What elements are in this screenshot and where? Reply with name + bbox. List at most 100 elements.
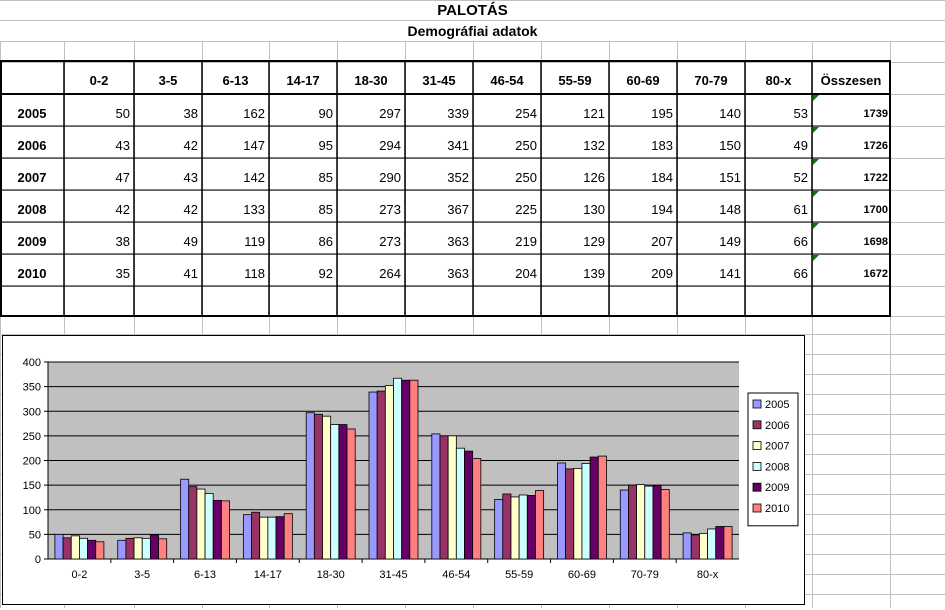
x-tick-label: 46-54 — [442, 569, 470, 581]
row-total: 1672 — [863, 268, 888, 280]
sheet-title: PALOTÁS — [437, 2, 508, 19]
column-header: 18-30 — [354, 73, 388, 88]
bar — [133, 537, 143, 560]
legend-swatch — [752, 399, 762, 409]
column-header: 80-x — [765, 73, 792, 88]
bar — [305, 412, 315, 560]
bar — [95, 541, 105, 560]
bar — [267, 516, 277, 560]
table-cell: 126 — [583, 170, 605, 185]
y-tick-label: 300 — [23, 406, 41, 418]
bar — [384, 385, 394, 560]
legend-label: 2005 — [765, 399, 789, 411]
y-tick-label: 250 — [23, 431, 41, 443]
table-cell: 49 — [183, 234, 198, 249]
table-cell: 162 — [243, 106, 265, 121]
y-tick-label: 350 — [23, 382, 41, 394]
bar — [283, 513, 293, 560]
row-year-label: 2010 — [17, 266, 47, 281]
bar — [715, 526, 725, 560]
bar — [149, 534, 159, 560]
table-cell: 363 — [447, 266, 469, 281]
column-header: 0-2 — [89, 73, 109, 88]
row-total: 1739 — [863, 108, 888, 120]
bar — [682, 532, 692, 560]
legend-swatch — [752, 503, 762, 513]
table-cell: 61 — [793, 202, 808, 217]
x-tick-label: 6-13 — [194, 569, 216, 581]
bar — [472, 458, 482, 560]
row-year-label: 2005 — [17, 106, 47, 121]
column-header: 60-69 — [626, 73, 660, 88]
bar — [502, 493, 512, 560]
x-tick-label: 14-17 — [254, 569, 282, 581]
bar — [494, 499, 504, 560]
table-cell: 149 — [719, 234, 741, 249]
bar — [117, 539, 127, 560]
bar — [439, 435, 449, 560]
table-cell: 352 — [447, 170, 469, 185]
bar — [723, 526, 733, 560]
x-tick-label: 55-59 — [505, 569, 533, 581]
table-cell: 141 — [719, 266, 741, 281]
table-cell: 132 — [583, 138, 605, 153]
table-cell: 92 — [318, 266, 333, 281]
bar — [589, 456, 599, 560]
column-header: 70-79 — [694, 73, 728, 88]
embedded-chart[interactable]: 0 50 100 150 200 250 300 350 400 0-2 3-5 6-13 14-17 1… — [2, 335, 805, 605]
y-tick-label: 150 — [23, 480, 41, 492]
x-tick-label: 0-2 — [71, 569, 87, 581]
row-total: 1722 — [863, 172, 888, 184]
x-tick-label: 31-45 — [379, 569, 407, 581]
table-cell: 151 — [719, 170, 741, 185]
table-cell: 184 — [651, 170, 673, 185]
bar-chart: 0 50 100 150 200 250 300 350 400 0-2 3-5 6-13 14-17 1… — [2, 335, 805, 605]
table-cell: 150 — [719, 138, 741, 153]
table-cell: 297 — [379, 106, 401, 121]
bar — [455, 447, 465, 560]
bar — [652, 485, 662, 560]
table-cell: 367 — [447, 202, 469, 217]
table-cell: 204 — [515, 266, 537, 281]
column-header: 6-13 — [222, 73, 249, 88]
bar — [690, 534, 700, 560]
bar — [322, 415, 332, 560]
row-total: 1698 — [863, 236, 888, 248]
table-cell: 66 — [793, 234, 808, 249]
table-cell: 290 — [379, 170, 401, 185]
bar — [573, 467, 583, 560]
x-tick-label: 60-69 — [568, 569, 596, 581]
bar — [338, 424, 348, 560]
row-year-label: 2006 — [17, 138, 47, 153]
y-tick-label: 0 — [35, 554, 41, 566]
bar — [526, 495, 536, 560]
table-cell: 85 — [318, 170, 333, 185]
column-header: 14-17 — [286, 73, 320, 88]
x-tick-label: 3-5 — [134, 569, 150, 581]
bar — [251, 511, 261, 560]
bar — [242, 514, 252, 560]
table-cell: 53 — [793, 106, 808, 121]
table-cell: 250 — [515, 138, 537, 153]
x-tick-label: 80-x — [697, 569, 719, 581]
column-header: 3-5 — [158, 73, 178, 88]
table-cell: 38 — [115, 234, 130, 249]
bar — [660, 489, 670, 560]
legend-swatch — [752, 462, 762, 471]
bar — [259, 516, 269, 560]
table-cell: 140 — [719, 106, 741, 121]
bar — [313, 413, 323, 560]
table-cell: 225 — [515, 202, 537, 217]
bar — [79, 537, 88, 560]
column-header: 31-45 — [422, 73, 456, 88]
table-cell: 254 — [515, 106, 537, 121]
table-cell: 95 — [318, 138, 333, 153]
bar — [510, 496, 520, 560]
y-tick-label: 50 — [29, 529, 41, 541]
legend-label: 2006 — [765, 420, 789, 432]
bar — [212, 499, 222, 560]
row-year-label: 2009 — [17, 234, 47, 249]
column-header: 46-54 — [490, 73, 524, 88]
legend-label: 2008 — [765, 461, 789, 473]
bar — [409, 379, 419, 560]
